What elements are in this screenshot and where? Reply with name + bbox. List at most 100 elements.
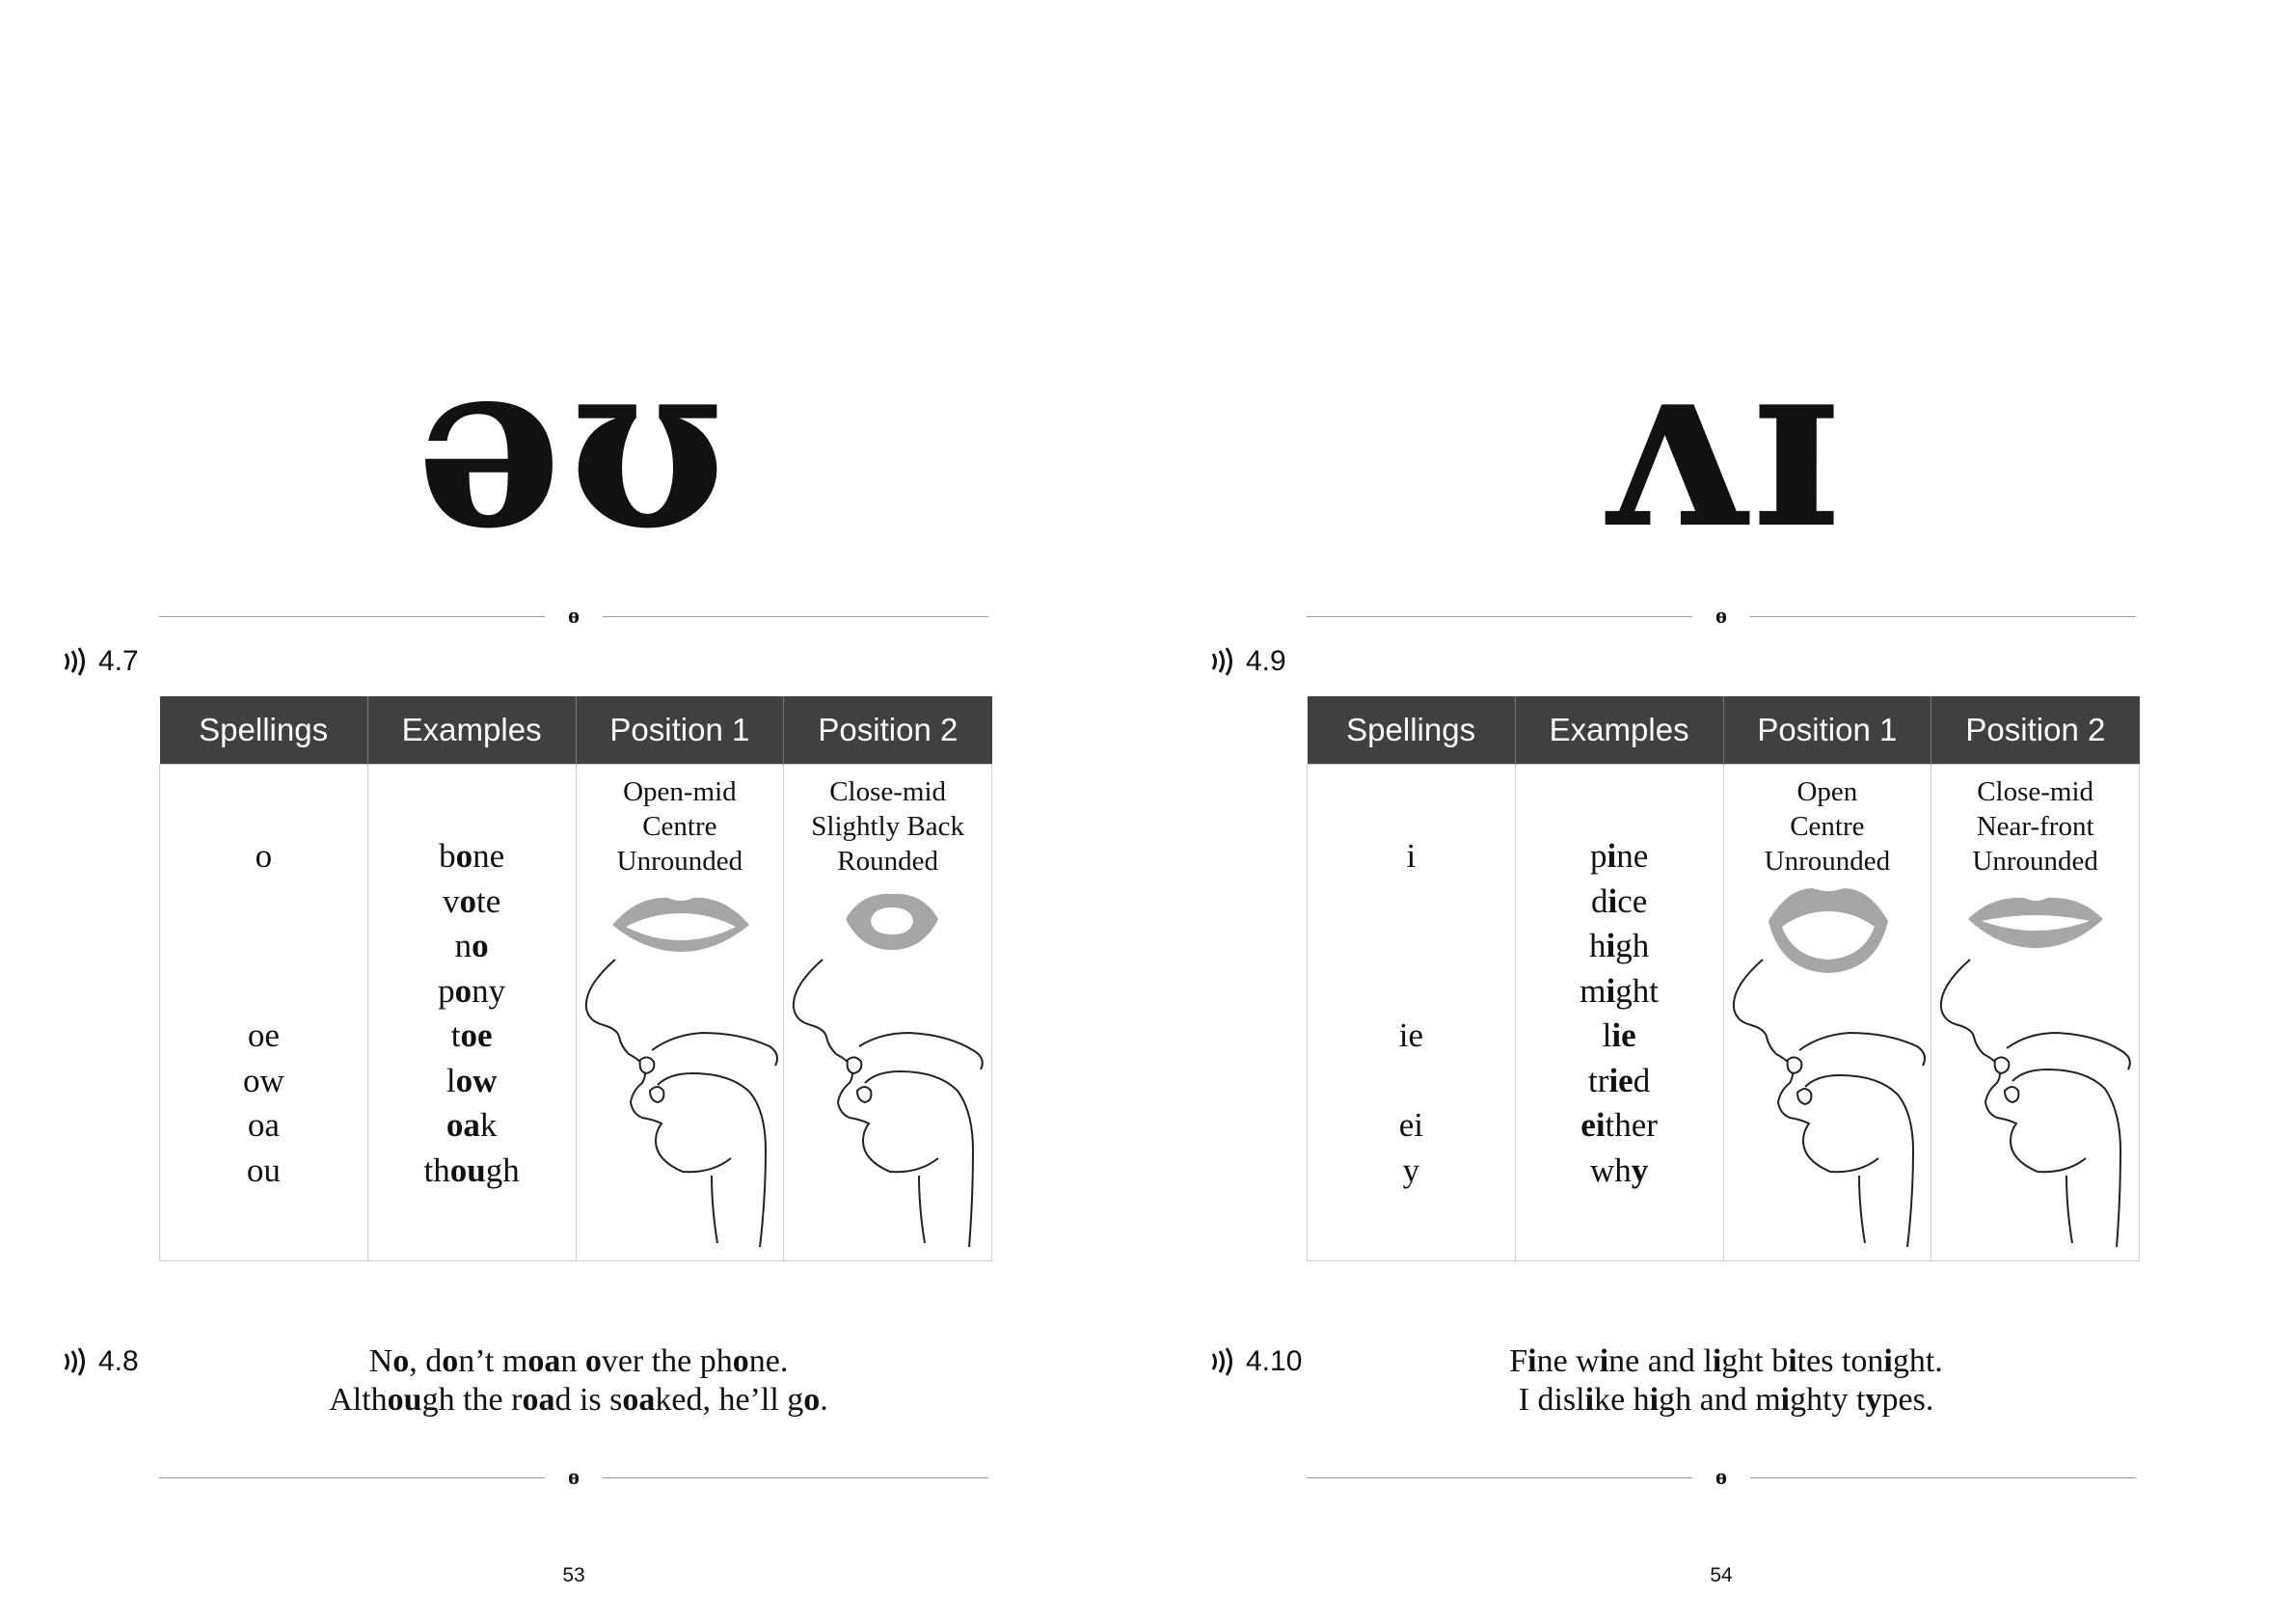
- list-item: Rounded: [837, 846, 938, 877]
- list-item: dice: [1516, 880, 1723, 925]
- list-item: bone: [368, 834, 576, 880]
- list-item: [1308, 1059, 1515, 1104]
- spellings-list: i ie ei y: [1308, 834, 1515, 1193]
- right-page: ʌɪ ɵ 4.9 Spellings Examples Position 1 P…: [1148, 0, 2295, 1624]
- text-segment: ghty t: [1790, 1382, 1866, 1418]
- header-examples: Examples: [1514, 696, 1723, 765]
- highlighted-letters: oe: [460, 1016, 493, 1054]
- highlighted-letters: i: [1607, 881, 1618, 920]
- page-number: 53: [562, 1564, 585, 1586]
- audio-track-sentences[interactable]: 4.10: [1207, 1342, 1302, 1381]
- audio-waves-icon[interactable]: [60, 1346, 89, 1377]
- text-segment: th: [423, 1150, 450, 1189]
- list-item: [1308, 969, 1515, 1015]
- audio-track-table[interactable]: 4.7: [60, 642, 139, 681]
- audio-track-sentences[interactable]: 4.8: [60, 1342, 139, 1381]
- text-segment: n: [454, 927, 472, 964]
- audio-waves-icon[interactable]: [1207, 1346, 1236, 1377]
- examples-list: bone vote no pony toe low oak though: [368, 834, 576, 1193]
- text-segment: tes ton: [1796, 1343, 1884, 1379]
- text-segment: h: [1589, 927, 1606, 964]
- text-segment: ne w: [1536, 1343, 1600, 1379]
- spellings-cell: o oe ow oa ou: [159, 764, 368, 1261]
- list-item: pony: [368, 969, 576, 1015]
- text-segment: I disl: [1518, 1382, 1585, 1418]
- highlighted-letters: ie: [1608, 1061, 1634, 1099]
- track-number: 4.10: [1246, 1345, 1303, 1377]
- list-item: ie: [1398, 1016, 1423, 1054]
- audio-waves-icon[interactable]: [60, 646, 89, 677]
- list-item: vote: [368, 880, 576, 925]
- list-item: [160, 880, 367, 925]
- header-spellings: Spellings: [159, 696, 368, 765]
- text-segment: n’t m: [458, 1343, 528, 1379]
- highlighted-letters: o: [803, 1382, 821, 1418]
- list-item: Although the road is soaked, he’ll go.: [251, 1381, 906, 1420]
- header-position-1: Position 1: [575, 696, 784, 765]
- highlighted-letters: i: [1606, 927, 1616, 964]
- spellings-list: o oe ow oa ou: [160, 834, 367, 1193]
- example-sentences: No, don’t moan over the phone. Although t…: [251, 1342, 906, 1420]
- text-segment: p: [1589, 837, 1607, 875]
- table-body-row: i ie ei y pine dice high might lie tried either wh…: [1307, 764, 2140, 1261]
- position-1-description: Open Centre Unrounded: [1724, 774, 1931, 879]
- text-segment: ne.: [748, 1343, 789, 1379]
- list-item: y: [1402, 1150, 1420, 1189]
- list-item: ow: [242, 1061, 284, 1099]
- list-item: Unrounded: [1764, 846, 1891, 877]
- text-segment: F: [1509, 1343, 1528, 1379]
- list-item: either: [1516, 1103, 1723, 1149]
- list-item: Open-mid: [623, 776, 737, 807]
- text-segment: gh and m: [1659, 1382, 1781, 1418]
- section-divider: ɵ: [1307, 603, 2136, 632]
- position-2-cell: Close-mid Slightly Back Rounded: [783, 764, 992, 1261]
- text-segment: gh: [485, 1150, 520, 1189]
- examples-cell: bone vote no pony toe low oak though: [366, 764, 577, 1261]
- list-item: toe: [368, 1014, 576, 1059]
- list-item: Fine wine and light bites tonight.: [1398, 1342, 2054, 1381]
- lips-icon: [1968, 897, 2104, 948]
- highlighted-letters: i: [1780, 1382, 1791, 1418]
- list-item: Close-mid: [1977, 776, 2094, 807]
- list-item: Open: [1796, 776, 1858, 807]
- list-item: ei: [1398, 1106, 1423, 1144]
- text-segment: ne: [472, 837, 505, 875]
- position-1-cell: Open Centre Unrounded: [1722, 764, 1932, 1261]
- list-item: Unrounded: [616, 846, 743, 877]
- highlighted-letters: i: [1527, 1343, 1537, 1379]
- highlighted-letters: o: [455, 837, 473, 875]
- highlighted-letters: i: [1584, 1382, 1595, 1418]
- text-segment: ny: [472, 971, 506, 1010]
- text-segment: ke h: [1594, 1382, 1650, 1418]
- text-segment: ther: [1605, 1106, 1658, 1144]
- text-segment: Alth: [329, 1382, 388, 1418]
- list-item: low: [368, 1059, 576, 1104]
- highlighted-letters: o: [454, 971, 472, 1010]
- header-position-2: Position 2: [783, 696, 992, 765]
- highlighted-letters: i: [1606, 837, 1617, 875]
- text-segment: ght.: [1892, 1343, 1943, 1379]
- highlighted-letters: o: [472, 927, 489, 964]
- header-spellings: Spellings: [1307, 696, 1516, 765]
- list-item: high: [1516, 924, 1723, 969]
- text-segment: ght: [1615, 971, 1659, 1010]
- speech-profile-icon: [584, 959, 778, 1248]
- list-item: [1308, 924, 1515, 969]
- phoneme-heading: ʌɪ: [1597, 308, 1846, 580]
- highlighted-letters: y: [1865, 1382, 1882, 1418]
- speech-profile-icon: [1940, 959, 2131, 1248]
- audio-track-table[interactable]: 4.9: [1207, 642, 1286, 681]
- text-segment: l: [1602, 1016, 1612, 1054]
- table-header-row: Spellings Examples Position 1 Position 2: [159, 696, 992, 765]
- highlighted-letters: o: [732, 1343, 749, 1379]
- list-item: lie: [1516, 1014, 1723, 1059]
- text-segment: ver the ph: [601, 1343, 733, 1379]
- list-item: pine: [1516, 834, 1723, 880]
- audio-waves-icon[interactable]: [1207, 646, 1236, 677]
- text-segment: .: [820, 1382, 828, 1418]
- text-segment: gh the r: [421, 1382, 523, 1418]
- table-header-row: Spellings Examples Position 1 Position 2: [1307, 696, 2140, 765]
- highlighted-letters: i: [1599, 1343, 1609, 1379]
- text-segment: d: [1590, 881, 1608, 920]
- list-item: [160, 924, 367, 969]
